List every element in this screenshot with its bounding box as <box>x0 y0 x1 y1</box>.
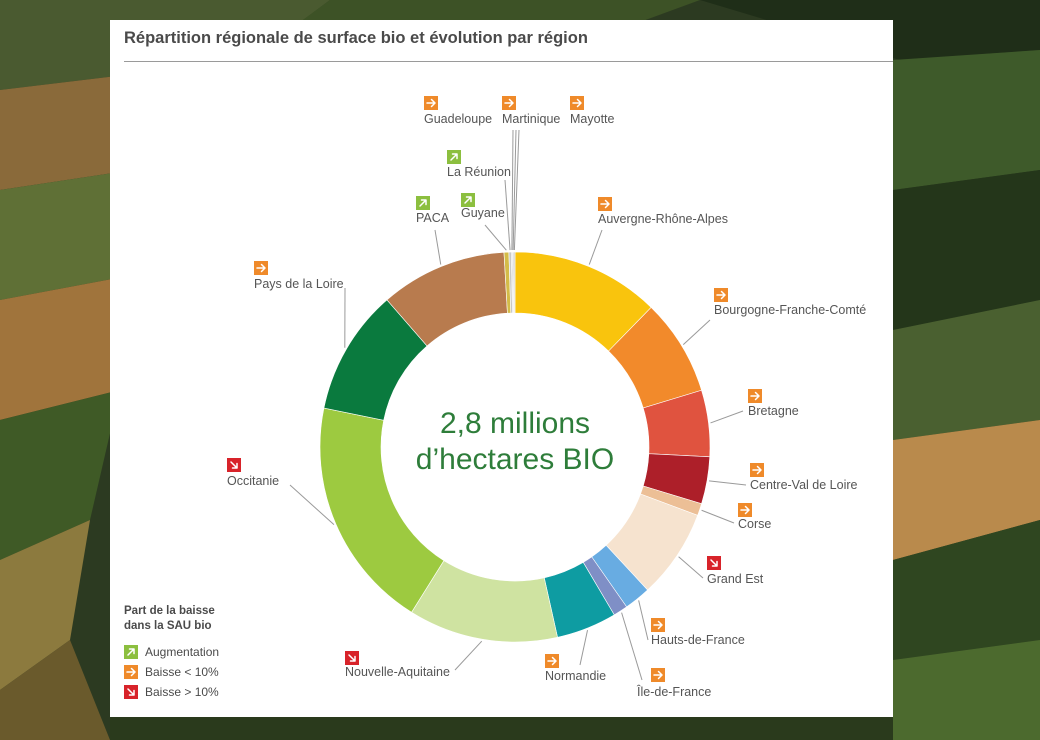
trend-flat-icon-centre-val-de-loire <box>750 463 764 477</box>
legend-items: Augmentation Baisse < 10% Baisse > 10% <box>124 642 219 702</box>
legend-label-down: Baisse > 10% <box>145 685 219 699</box>
trend-up-icon-la-reunion <box>447 150 461 164</box>
legend-label-up: Augmentation <box>145 645 220 659</box>
label-bretagne: Bretagne <box>748 404 799 418</box>
label-normandie: Normandie <box>545 669 606 683</box>
trend-flat-glyph <box>124 665 138 679</box>
trend-up-icon-paca <box>416 196 430 210</box>
trend-down-icon-occitanie <box>227 458 241 472</box>
legend-label-flat: Baisse < 10% <box>145 665 219 679</box>
trend-flat-icon-guadeloupe <box>424 96 438 110</box>
label-centre-val-de-loire: Centre-Val de Loire <box>750 478 858 492</box>
leader-line-bretagne <box>710 410 744 424</box>
trend-flat-icon-auvergne-rhone-alpes <box>598 197 612 211</box>
label-grand-est: Grand Est <box>707 572 764 586</box>
legend-item-up: Augmentation <box>124 642 219 662</box>
leader-line-la-reunion <box>504 179 511 251</box>
label-corse: Corse <box>738 517 771 531</box>
trend-flat-icon-corse <box>738 503 752 517</box>
leader-line-martinique <box>512 129 517 251</box>
donut-slices <box>319 251 711 643</box>
label-nouvelle-aquitaine: Nouvelle-Aquitaine <box>345 665 450 679</box>
label-mayotte: Mayotte <box>570 112 615 126</box>
trend-down-icon <box>124 685 138 699</box>
leader-line-centre-val-de-loire <box>709 480 747 486</box>
slice-occitanie <box>319 407 445 613</box>
leader-line-grand-est <box>678 556 704 579</box>
leader-line-ile-de-france <box>621 612 643 681</box>
leader-line-auvergne-rhone-alpes <box>588 229 603 265</box>
trend-flat-icon-martinique <box>502 96 516 110</box>
leader-line-normandie <box>579 630 589 666</box>
trend-flat-icon-ile-de-france <box>651 668 665 682</box>
trend-down-glyph <box>124 685 138 699</box>
trend-flat-icon <box>124 665 138 679</box>
label-hauts-de-france: Hauts-de-France <box>651 633 745 647</box>
legend-title-line2: dans la SAU bio <box>124 620 212 632</box>
slice-mayotte <box>513 251 516 314</box>
label-ile-de-france: Île-de-France <box>636 684 711 699</box>
trend-down-icon-nouvelle-aquitaine <box>345 651 359 665</box>
trend-up-glyph <box>124 645 138 659</box>
leader-line-hauts-de-france <box>638 600 649 641</box>
legend-title: Part de la baisse dans la SAU bio <box>124 604 219 634</box>
center-total-line2: d’hectares BIO <box>416 443 614 476</box>
chart-title: Répartition régionale de surface bio et … <box>124 29 588 47</box>
center-total-line1: 2,8 millions <box>440 407 590 440</box>
trend-up-icon-guyane <box>461 193 475 207</box>
donut-chart: Auvergne-Rhône-Alpes Bourgogne-Franche-Co… <box>227 96 866 699</box>
trend-down-icon-grand-est <box>707 556 721 570</box>
label-bourgogne-franche-comte: Bourgogne-Franche-Comté <box>714 303 866 317</box>
leader-line-paca <box>434 229 442 265</box>
label-martinique: Martinique <box>502 112 560 126</box>
label-guadeloupe: Guadeloupe <box>424 112 492 126</box>
leader-line-bourgogne-franche-comte <box>682 319 711 345</box>
legend-item-down: Baisse > 10% <box>124 682 219 702</box>
trend-up-icon <box>124 645 138 659</box>
leader-line-nouvelle-aquitaine <box>454 640 483 671</box>
legend-title-line1: Part de la baisse <box>124 605 215 617</box>
title-divider <box>124 61 893 62</box>
trend-flat-icon-normandie <box>545 654 559 668</box>
label-auvergne-rhone-alpes: Auvergne-Rhône-Alpes <box>598 212 728 226</box>
trend-flat-icon-bretagne <box>748 389 762 403</box>
chart-card: Répartition régionale de surface bio et … <box>110 20 893 717</box>
region-labels: Auvergne-Rhône-Alpes Bourgogne-Franche-Co… <box>227 96 866 699</box>
label-occitanie: Occitanie <box>227 474 279 488</box>
trend-flat-icon-hauts-de-france <box>651 618 665 632</box>
trend-flat-icon-mayotte <box>570 96 584 110</box>
leader-line-corse <box>701 509 735 524</box>
label-guyane: Guyane <box>461 206 505 220</box>
label-pays-de-la-loire: Pays de la Loire <box>254 277 344 291</box>
leader-line-occitanie <box>289 484 335 526</box>
leader-line-mayotte <box>513 129 520 251</box>
legend-item-flat: Baisse < 10% <box>124 662 219 682</box>
label-paca: PACA <box>416 211 450 225</box>
legend: Part de la baisse dans la SAU bio Augmen… <box>124 604 219 702</box>
leader-lines <box>289 129 747 681</box>
leader-line-guadeloupe <box>511 129 514 251</box>
leader-line-guyane <box>484 224 507 251</box>
trend-flat-icon-pays-de-la-loire <box>254 261 268 275</box>
label-la-reunion: La Réunion <box>447 165 511 179</box>
trend-flat-icon-bourgogne-franche-comte <box>714 288 728 302</box>
